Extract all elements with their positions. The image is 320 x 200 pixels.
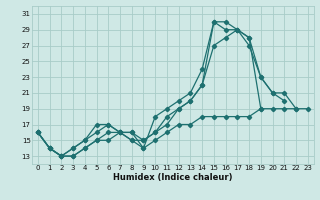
X-axis label: Humidex (Indice chaleur): Humidex (Indice chaleur) [113,173,233,182]
